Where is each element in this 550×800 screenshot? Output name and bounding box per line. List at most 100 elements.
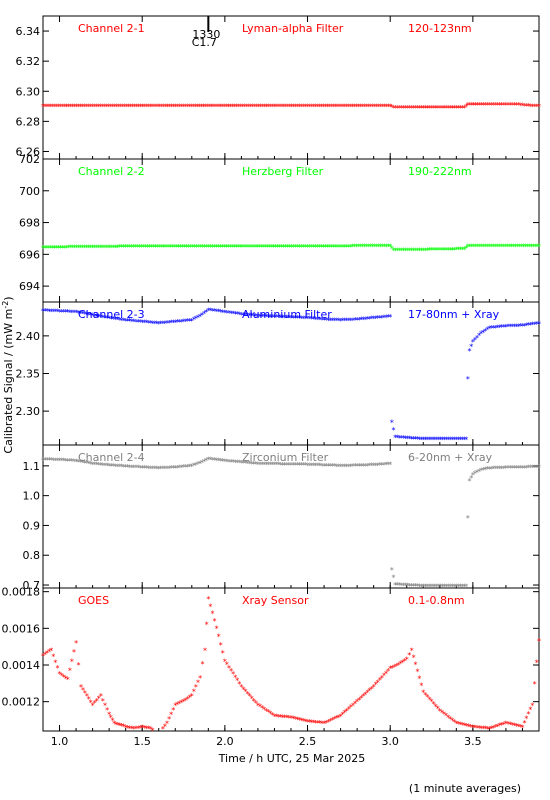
data-point: * <box>113 462 117 471</box>
data-point: * <box>417 435 421 444</box>
data-point: * <box>153 465 157 474</box>
data-point: * <box>165 720 169 729</box>
data-point: * <box>482 242 486 251</box>
data-point: * <box>195 243 199 252</box>
data-point: * <box>55 308 59 317</box>
data-point: * <box>489 465 493 474</box>
data-point: * <box>487 465 491 474</box>
data-point: * <box>120 722 124 731</box>
data-point: * <box>92 243 96 252</box>
data-point: * <box>337 462 341 471</box>
data-point: * <box>80 244 84 253</box>
data-point: * <box>390 244 394 253</box>
data-point: * <box>55 244 59 253</box>
data-point: * <box>323 243 327 252</box>
data-point: * <box>432 700 436 709</box>
data-point: * <box>492 324 496 333</box>
data-point: * <box>361 692 365 701</box>
data-point: * <box>272 102 276 111</box>
data-point: * <box>448 715 452 724</box>
data-point: * <box>466 514 470 523</box>
data-point: * <box>175 318 179 327</box>
data-point: * <box>317 102 321 111</box>
data-point: * <box>439 436 443 445</box>
data-point: * <box>390 418 394 427</box>
data-point: * <box>378 242 382 251</box>
data-point: * <box>246 690 250 699</box>
data-point: * <box>130 463 134 472</box>
data-point: * <box>169 243 173 252</box>
data-point: * <box>403 582 407 591</box>
data-point: * <box>248 102 252 111</box>
data-point: * <box>456 583 460 592</box>
data-point: * <box>132 725 136 734</box>
data-point: * <box>55 456 59 465</box>
data-point: * <box>423 691 427 700</box>
data-point: * <box>58 456 62 465</box>
data-point: * <box>533 463 537 472</box>
data-point: * <box>204 308 208 317</box>
data-point: * <box>166 102 170 111</box>
data-point: * <box>480 101 484 110</box>
data-point: * <box>506 242 510 251</box>
data-point: * <box>275 713 279 722</box>
data-point: * <box>439 246 443 255</box>
data-point: * <box>411 246 415 255</box>
data-point: * <box>69 244 73 253</box>
data-point: * <box>294 102 298 111</box>
data-point: * <box>502 464 506 473</box>
data-point: * <box>313 102 317 111</box>
data-point: * <box>177 700 181 709</box>
data-point: * <box>324 719 328 728</box>
data-point: * <box>301 717 305 726</box>
data-point: * <box>173 464 177 473</box>
data-point: * <box>231 670 235 679</box>
data-point: * <box>53 102 57 111</box>
data-point: * <box>187 243 191 252</box>
data-point: * <box>162 102 166 111</box>
data-point: * <box>97 461 101 470</box>
data-point: * <box>172 102 176 111</box>
data-point: * <box>49 307 53 316</box>
data-point: * <box>97 313 101 322</box>
data-point: * <box>235 102 239 111</box>
data-point: * <box>289 714 293 723</box>
data-point: * <box>120 463 124 472</box>
y-tick-label: 700 <box>19 185 40 198</box>
data-point: * <box>235 677 239 686</box>
data-point: * <box>514 242 518 251</box>
data-point: * <box>376 461 380 470</box>
data-point: * <box>193 243 197 252</box>
data-point: * <box>423 583 427 592</box>
data-point: * <box>262 705 266 714</box>
data-point: * <box>376 314 380 323</box>
data-point: * <box>401 658 405 667</box>
data-point: * <box>516 322 520 331</box>
plot-frame <box>42 587 540 732</box>
data-point: * <box>164 102 168 111</box>
data-point: * <box>163 319 167 328</box>
data-point: * <box>206 455 210 464</box>
data-point: * <box>318 316 322 325</box>
data-point: * <box>345 102 349 111</box>
data-point: * <box>433 104 437 113</box>
data-point: * <box>443 583 447 592</box>
data-point: * <box>452 436 456 445</box>
data-point: * <box>514 101 518 110</box>
data-point: * <box>104 102 108 111</box>
data-point: * <box>374 243 378 252</box>
data-point: * <box>67 102 71 111</box>
data-point: * <box>351 243 355 252</box>
data-point: * <box>441 583 445 592</box>
data-point: * <box>204 243 208 252</box>
data-point: * <box>161 465 165 474</box>
data-point: * <box>485 326 489 335</box>
data-point: * <box>203 646 207 655</box>
data-point: * <box>206 243 210 252</box>
data-point: * <box>285 714 289 723</box>
data-point: * <box>528 706 532 715</box>
data-point: * <box>315 243 319 252</box>
data-point: * <box>210 243 214 252</box>
data-point: * <box>141 243 145 252</box>
data-point: * <box>490 242 494 251</box>
